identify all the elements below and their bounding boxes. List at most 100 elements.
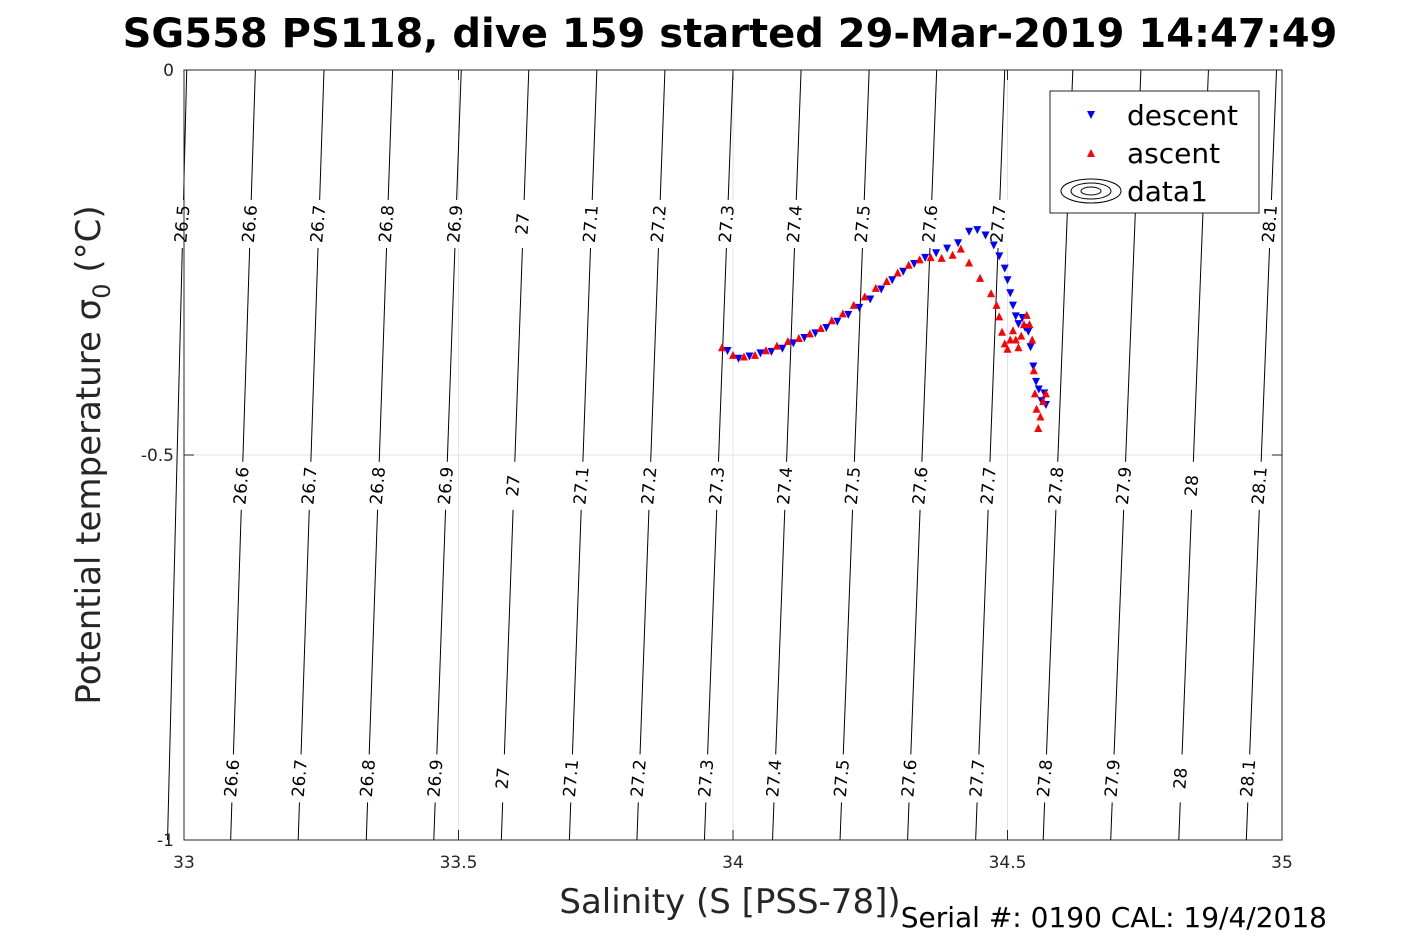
contour-label-gap	[299, 461, 322, 510]
ascent-point	[750, 350, 759, 359]
ascent-point	[992, 300, 1001, 309]
contour-label: 27.7	[977, 466, 1000, 505]
contour-label: 27	[503, 474, 525, 497]
ascent-point	[1029, 366, 1038, 375]
legend[interactable]: descent ascent data1	[1049, 90, 1260, 214]
contour-label: 27.6	[909, 466, 932, 505]
ascent-point	[1008, 326, 1017, 335]
ascent-point	[849, 300, 858, 309]
contour-line	[772, 69, 802, 841]
descent-point	[778, 344, 787, 353]
contour-line	[230, 69, 256, 841]
contour-label: 26.5	[171, 204, 194, 243]
ascent-point	[860, 292, 869, 301]
descent-point	[734, 354, 743, 363]
contour-label: 27.4	[774, 466, 797, 505]
descent-point	[943, 244, 952, 253]
ascent-point	[761, 346, 770, 355]
legend-contour-icon	[1080, 186, 1102, 196]
contour-line	[907, 69, 938, 841]
descent-point	[756, 349, 765, 358]
contour-label-gap	[978, 461, 1001, 510]
contour-label-gap	[239, 200, 262, 248]
contour-line	[839, 69, 870, 841]
contour-label: 27.8	[1034, 759, 1057, 798]
contour-label-gap	[1113, 461, 1136, 510]
contour-label-gap	[852, 200, 875, 248]
ascent-point	[838, 309, 847, 318]
contour-label-gap	[512, 200, 535, 248]
contour-label: 27.2	[628, 759, 651, 798]
ascent-point	[1000, 339, 1009, 348]
contour-label: 26.8	[376, 204, 399, 243]
contour-label: 26.7	[298, 466, 321, 505]
contour-label-gap	[1045, 461, 1068, 510]
descent-point	[1011, 312, 1020, 321]
ascent-point	[926, 253, 935, 262]
contour-label: 27	[512, 212, 534, 235]
contour-label-gap	[987, 200, 1010, 248]
contour-label-gap	[571, 461, 594, 510]
ascent-point	[1003, 344, 1012, 353]
x-tick-label: 33	[173, 853, 195, 873]
contour-label-gap	[502, 461, 525, 510]
contour-label: 28.1	[1249, 466, 1272, 505]
contour-label-gap	[706, 461, 729, 510]
y-tick-label: 0	[163, 61, 174, 81]
descent-point	[1024, 327, 1033, 336]
descent-point	[965, 227, 974, 236]
descent-point	[745, 352, 754, 361]
contour-line	[703, 69, 734, 841]
x-axis-ticks: 33 33.5 34 34.5 35	[173, 70, 1293, 873]
contour-label: 27.3	[716, 204, 739, 243]
density-contours: 26.5 26.6 26.7 26.8 26.9 27 27.1 27.2 27.3 27.4 27…	[167, 69, 1282, 841]
x-tick-label: 34.5	[989, 853, 1027, 873]
contour-label-gap	[784, 200, 807, 248]
contour-line	[365, 69, 394, 841]
contour-label: 28	[1170, 767, 1192, 790]
contour-line	[1245, 69, 1278, 841]
ascent-point	[1028, 335, 1037, 344]
contour-label: 27	[493, 767, 515, 790]
contour-line	[975, 69, 1006, 841]
contour-label-gap	[966, 754, 989, 803]
legend-box	[1049, 90, 1260, 214]
y-axis-label-main: Potential temperature σ	[69, 299, 109, 705]
contour-label-gap	[909, 461, 932, 510]
x-tick-label: 35	[1271, 853, 1293, 873]
y-axis-ticks: 0 -0.5 -1	[141, 61, 1282, 851]
contour-label-gap	[444, 200, 467, 248]
contour-label: 27.3	[695, 759, 718, 798]
ascent-point	[739, 352, 748, 361]
contour-label: 26.8	[367, 466, 390, 505]
contour-label: 26.9	[444, 204, 467, 243]
ascent-point	[995, 312, 1004, 321]
contour-label-gap	[1181, 461, 1204, 510]
ascent-point	[1036, 412, 1045, 421]
ascent-point	[987, 289, 996, 298]
contour-label-gap	[171, 200, 194, 248]
descent-point	[981, 231, 990, 240]
contour-label: 27.4	[784, 204, 807, 243]
legend-marker-ascent	[1087, 149, 1095, 157]
contour-label-gap	[1237, 754, 1260, 803]
descent-point	[1026, 343, 1035, 352]
contour-label: 27.4	[763, 759, 786, 798]
ascent-point	[1011, 335, 1020, 344]
contour-label: 26.6	[221, 759, 244, 798]
ascent-point	[1022, 310, 1031, 319]
descent-series	[723, 226, 1050, 409]
contour-label: 26.6	[239, 204, 262, 243]
ascent-point	[1034, 424, 1043, 433]
legend-contour-icon	[1060, 178, 1122, 204]
contour-label-gap	[221, 754, 244, 803]
ascent-point	[965, 258, 974, 267]
ascent-point	[827, 316, 836, 325]
ascent-point	[1017, 331, 1026, 340]
y-axis-label: Potential temperature σ0 (°C)	[69, 205, 116, 704]
contour-label: 27.7	[966, 759, 989, 798]
contour-label: 26.7	[307, 204, 330, 243]
descent-point	[1008, 301, 1017, 310]
ascent-point	[1030, 389, 1039, 398]
